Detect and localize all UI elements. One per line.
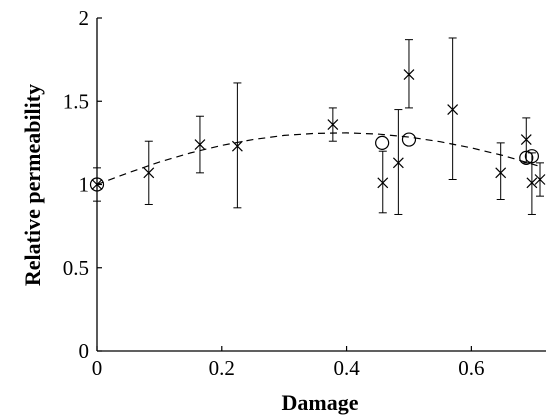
data-point-circle bbox=[519, 150, 534, 165]
data-point-x bbox=[143, 167, 155, 179]
data-point-x bbox=[526, 177, 538, 189]
error-bar bbox=[496, 142, 505, 200]
error-bars bbox=[93, 37, 544, 215]
data-point-x bbox=[520, 134, 532, 145]
y-tick-label: 0.5 bbox=[63, 256, 89, 280]
x-tick-label: 0.6 bbox=[458, 356, 484, 380]
data-point-circle bbox=[375, 135, 390, 150]
axis-ticks: 0 0.2 0.4 0.6 0 0.5 1 1.5 2 bbox=[63, 6, 485, 380]
data-point-x bbox=[534, 174, 546, 185]
y-tick-label: 0 bbox=[79, 339, 90, 363]
data-point-x bbox=[392, 157, 404, 169]
y-tick-label: 1 bbox=[79, 173, 90, 197]
x-tick-label: 0 bbox=[92, 356, 103, 380]
data-point-x bbox=[447, 104, 459, 115]
x-axis-title: Damage bbox=[282, 390, 359, 415]
data-point-x bbox=[495, 167, 507, 179]
data-point-x bbox=[377, 177, 389, 189]
x-tick-label: 0.2 bbox=[209, 356, 235, 380]
fit-curve-layer bbox=[96, 132, 541, 186]
y-axis-title: Relative permeability bbox=[20, 84, 45, 286]
data-point-x bbox=[327, 119, 339, 130]
data-point-circle bbox=[89, 177, 105, 192]
data-point-x bbox=[403, 69, 415, 81]
data-markers bbox=[89, 69, 546, 192]
fit-curve bbox=[96, 132, 541, 186]
data-point-circle bbox=[524, 149, 539, 164]
y-tick-label: 1.5 bbox=[63, 89, 89, 113]
x-tick-label: 0.4 bbox=[333, 356, 360, 380]
plot-frame bbox=[96, 18, 546, 352]
data-point-x bbox=[194, 139, 206, 150]
y-tick-label: 2 bbox=[79, 6, 90, 30]
data-point-circle bbox=[401, 132, 417, 147]
data-point-x bbox=[231, 140, 243, 152]
